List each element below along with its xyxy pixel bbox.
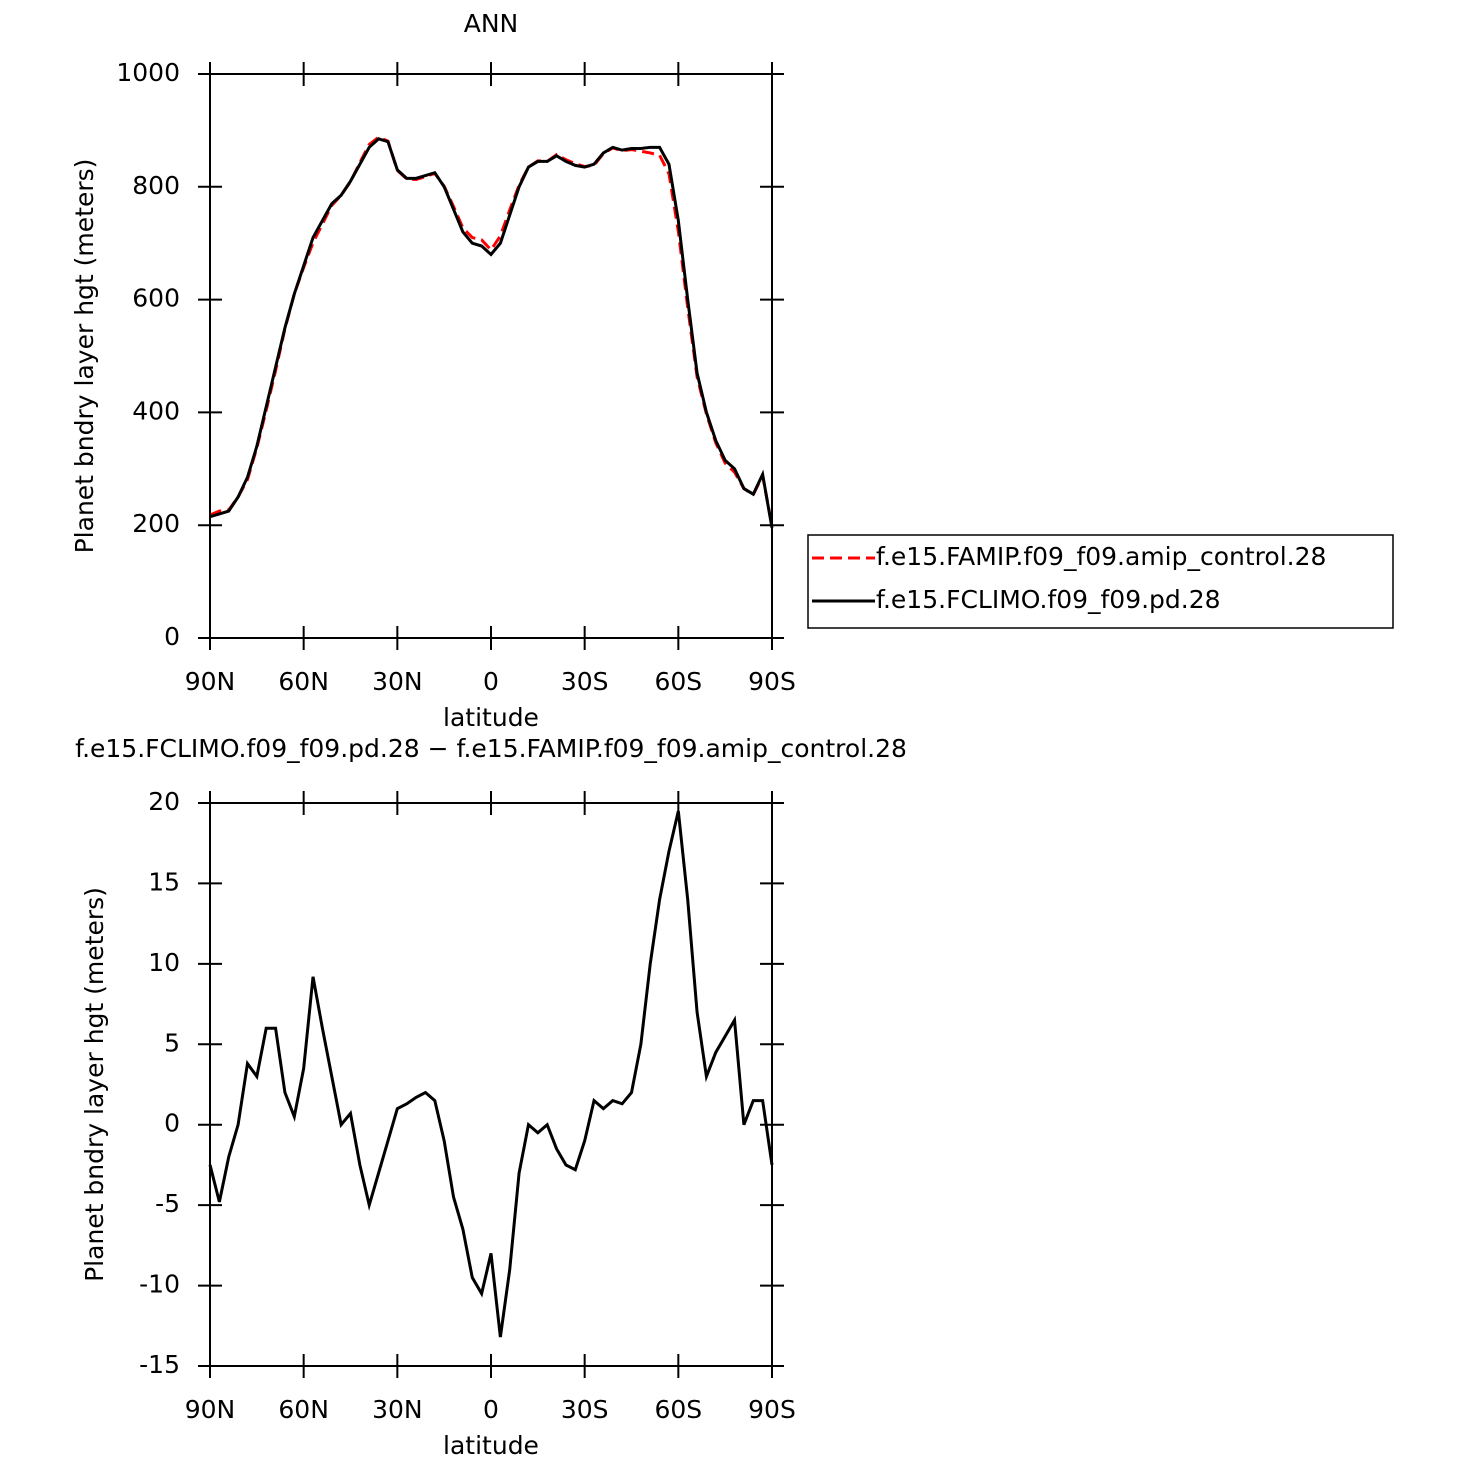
x-tick-label: 90S [748, 1395, 796, 1424]
y-tick-label: 800 [132, 171, 180, 200]
y-tick-label: 200 [132, 509, 180, 538]
y-tick-label: 400 [132, 396, 180, 425]
y-axis-label: Planet bndry layer hgt (meters) [80, 887, 109, 1282]
y-tick-label: 5 [164, 1028, 180, 1057]
x-tick-label: 60N [278, 667, 329, 696]
chart-title: ANN [464, 9, 519, 38]
x-tick-label: 90S [748, 667, 796, 696]
y-tick-label: 20 [148, 787, 180, 816]
x-tick-label: 0 [483, 1395, 499, 1424]
x-tick-label: 0 [483, 667, 499, 696]
y-tick-label: 600 [132, 284, 180, 313]
legend-label: f.e15.FAMIP.f09_f09.amip_control.28 [876, 542, 1326, 571]
y-tick-label: 0 [164, 1109, 180, 1138]
x-tick-label: 30S [561, 667, 609, 696]
x-tick-label: 30N [372, 1395, 423, 1424]
plot-frame [209, 802, 773, 1367]
data-line [209, 137, 774, 529]
x-tick-label: 60S [654, 667, 702, 696]
y-tick-label: 15 [148, 867, 180, 896]
x-tick-label: 60S [654, 1395, 702, 1424]
y-tick-label: 1000 [116, 58, 180, 87]
plot-frame [209, 73, 773, 639]
chart-title: f.e15.FCLIMO.f09_f09.pd.28 − f.e15.FAMIP… [75, 734, 907, 763]
y-tick-label: -5 [155, 1189, 180, 1218]
y-tick-label: -10 [139, 1270, 180, 1299]
x-tick-label: 30N [372, 667, 423, 696]
x-tick-label: 90N [185, 667, 236, 696]
y-tick-label: 10 [148, 948, 180, 977]
data-line [209, 135, 774, 527]
y-tick-label: -15 [139, 1350, 180, 1379]
data-line [208, 810, 774, 1338]
legend-box [807, 534, 1394, 629]
x-tick-label: 30S [561, 1395, 609, 1424]
y-axis-label: Planet bndry layer hgt (meters) [70, 159, 99, 554]
x-tick-label: 90N [185, 1395, 236, 1424]
x-axis-label: latitude [443, 703, 539, 732]
x-axis-label: latitude [443, 1431, 539, 1460]
y-tick-label: 0 [164, 622, 180, 651]
x-tick-label: 60N [278, 1395, 329, 1424]
legend-label: f.e15.FCLIMO.f09_f09.pd.28 [876, 585, 1221, 614]
